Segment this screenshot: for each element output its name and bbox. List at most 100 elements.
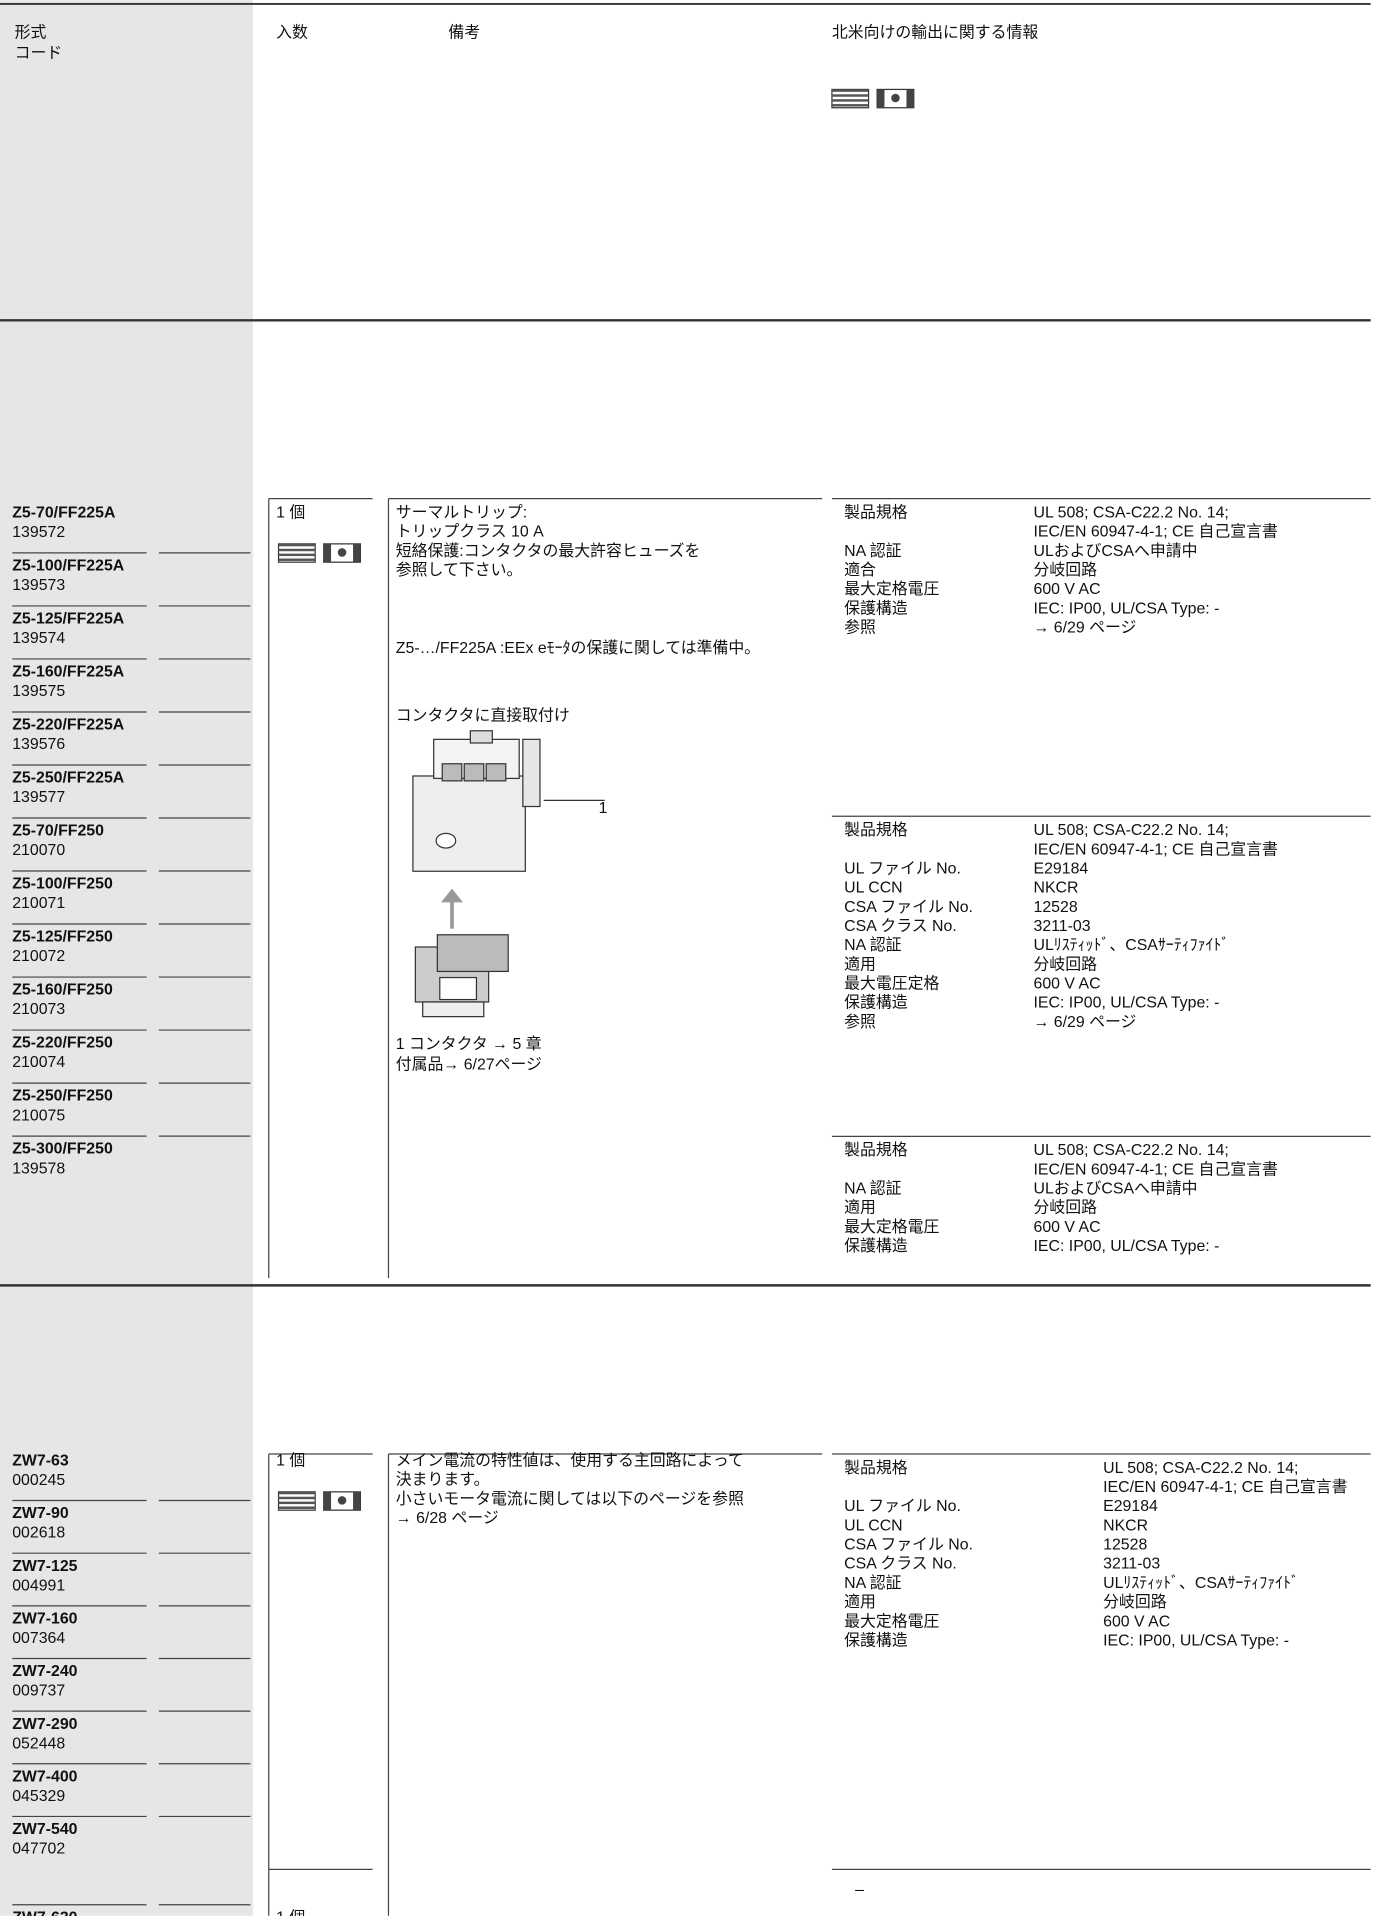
ca-flag-bar: [353, 543, 361, 563]
info-value: ULﾘｽﾃｨｯﾄﾞ、CSAｻｰﾃｨﾌｧｲﾄﾞ: [1034, 936, 1230, 954]
us-flag-stripe: [278, 1491, 316, 1495]
info-value: 12528: [1034, 899, 1078, 916]
info-label: UL CCN: [844, 880, 903, 897]
contactor-figure: [412, 730, 605, 1018]
info-value: → 6/29 ページ: [1034, 1014, 1137, 1031]
info-label: CSA クラス No.: [844, 1555, 957, 1573]
ca-flag-bar: [906, 89, 914, 108]
info-value: UL 508; CSA-C22.2 No. 14;: [1034, 822, 1229, 839]
info-value: → 6/29 ページ: [1034, 620, 1137, 637]
info-label: 参照: [844, 619, 876, 637]
info-label: UL ファイル No.: [844, 1498, 961, 1515]
info-label: 保護構造: [844, 1631, 908, 1649]
info-label: UL ファイル No.: [844, 860, 961, 877]
info-value: 3211-03: [1103, 1556, 1160, 1573]
item-number: 052448: [12, 1735, 65, 1752]
info-value: IEC: IP00, UL/CSA Type: -: [1103, 1632, 1289, 1649]
info-label: 製品規格: [844, 1141, 908, 1159]
figure-label: 1: [599, 800, 608, 817]
info-value: 600 V AC: [1034, 976, 1101, 993]
header-na: 北米向けの輸出に関する情報: [832, 23, 1039, 41]
item-code: Z5-125/FF250: [12, 929, 113, 946]
qty: 1 個: [276, 1908, 305, 1916]
info-label: 参照: [844, 1013, 876, 1031]
item-code: Z5-100/FF225A: [12, 558, 125, 575]
remark: 小さいモータ電流に関しては以下のページを参照: [396, 1490, 744, 1508]
item-code: Z5-70/FF250: [12, 823, 104, 840]
info-label: UL CCN: [844, 1517, 903, 1534]
item-code: ZW7-290: [12, 1716, 77, 1733]
info-label: NA 認証: [844, 936, 901, 954]
us-flag-stripe: [278, 1496, 316, 1500]
item-code: Z5-100/FF250: [12, 876, 113, 893]
ca-flag-bar: [353, 1491, 361, 1511]
remark: → 6/28 ページ: [396, 1510, 499, 1527]
item-number: 139575: [12, 683, 65, 700]
item-number: 139573: [12, 577, 65, 594]
qty: 1 個: [276, 504, 305, 522]
info-value: 600 V AC: [1034, 581, 1101, 598]
info-value: IEC: IP00, UL/CSA Type: -: [1034, 1238, 1220, 1255]
us-flag-stripe: [831, 94, 869, 97]
info-value: NKCR: [1103, 1517, 1148, 1534]
item-code: Z5-70/FF225A: [12, 505, 116, 522]
info-label: 最大電圧定格: [844, 975, 939, 993]
info-value: 分岐回路: [1034, 561, 1098, 579]
item-number: 139576: [12, 736, 65, 753]
us-flag-stripe: [278, 1506, 316, 1509]
info-value: IEC: IP00, UL/CSA Type: -: [1034, 600, 1220, 617]
item-code: Z5-220/FF250: [12, 1035, 113, 1052]
info-value: 分岐回路: [1034, 1199, 1098, 1217]
ca-flag-bar: [323, 543, 332, 563]
info-label: 製品規格: [844, 1459, 908, 1477]
item-number: 000245: [12, 1472, 65, 1489]
item-number: 045329: [12, 1788, 65, 1805]
header-code: 形式: [15, 23, 47, 41]
info-label: 保護構造: [844, 994, 908, 1012]
info-value: UL 508; CSA-C22.2 No. 14;: [1034, 505, 1229, 522]
info-label: 適合: [844, 561, 876, 579]
remark: 決まります。: [396, 1471, 490, 1489]
item-code: ZW7-400: [12, 1768, 77, 1785]
remark: サーマルトリップ:: [396, 504, 527, 522]
info-value: IEC/EN 60947-4-1; CE 自己宣言書: [1034, 840, 1278, 858]
item-code: ZW7-630: [12, 1909, 77, 1916]
us-flag-stripe: [831, 99, 869, 102]
item-number: 139577: [12, 789, 65, 806]
info-label: NA 認証: [844, 542, 901, 560]
ca-flag-leaf: [891, 93, 900, 103]
info-label: 保護構造: [844, 599, 908, 617]
item-number: 210072: [12, 948, 65, 965]
info-label: 適用: [844, 1593, 876, 1611]
header-code: コード: [15, 45, 63, 62]
ca-flag-leaf: [337, 1496, 347, 1505]
item-number: 210073: [12, 1001, 65, 1018]
item-code: ZW7-63: [12, 1452, 69, 1469]
item-code: ZW7-540: [12, 1821, 77, 1838]
info-label: CSA ファイル No.: [844, 1537, 973, 1554]
item-code: ZW7-125: [12, 1558, 77, 1575]
info-value: 分岐回路: [1034, 955, 1098, 973]
item-code: Z5-160/FF250: [12, 982, 113, 999]
item-number: 139578: [12, 1160, 65, 1177]
item-number: 004991: [12, 1577, 65, 1594]
info-value: ULおよびCSAへ申請中: [1034, 1180, 1198, 1198]
info-label: 適用: [844, 1199, 876, 1217]
item-code: Z5-220/FF225A: [12, 717, 125, 734]
item-number: 007364: [12, 1630, 65, 1647]
info-value: IEC/EN 60947-4-1; CE 自己宣言書: [1034, 523, 1278, 541]
item-number: 210070: [12, 842, 65, 859]
info-value: E29184: [1103, 1498, 1158, 1515]
info-value: 12528: [1103, 1537, 1147, 1554]
info-label: NA 認証: [844, 1180, 901, 1198]
item-code: Z5-250/FF225A: [12, 770, 125, 787]
item-code: ZW7-90: [12, 1505, 69, 1522]
info-text: –: [855, 1881, 864, 1898]
ca-flag-bar: [877, 89, 885, 108]
info-value: E29184: [1034, 860, 1089, 877]
item-number: 139572: [12, 524, 65, 541]
info-value: 3211-03: [1034, 918, 1091, 935]
item-number: 210075: [12, 1107, 65, 1124]
